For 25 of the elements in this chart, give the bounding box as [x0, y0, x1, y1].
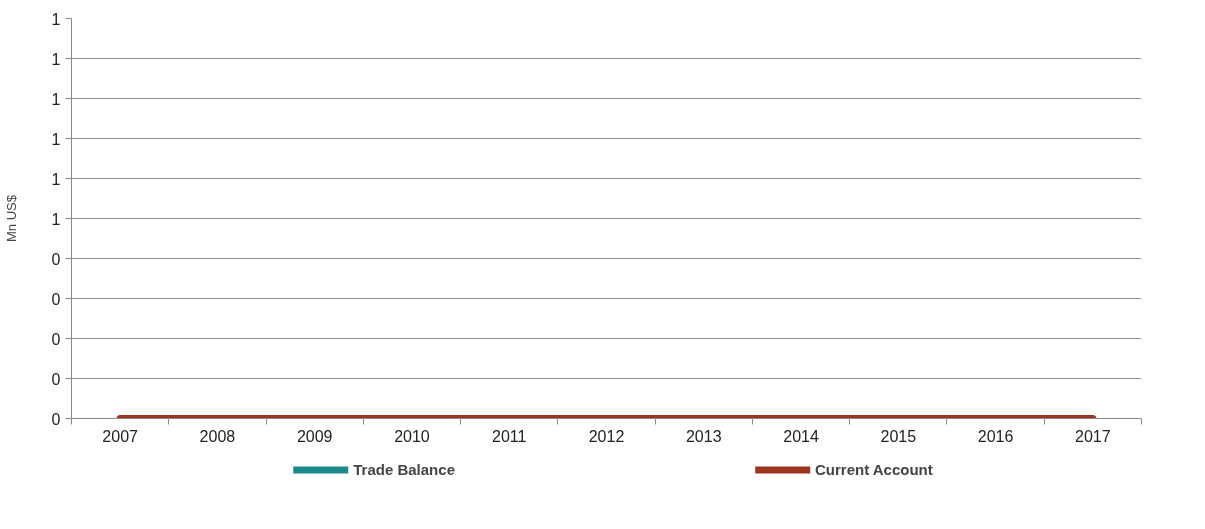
y-tick-label: 1	[51, 210, 61, 228]
y-tick-label: 1	[51, 130, 61, 148]
y-tick-label: 0	[51, 370, 61, 388]
y-tick-label: 0	[51, 250, 61, 268]
x-tick-label: 2011	[492, 427, 527, 445]
x-tick-label: 2015	[880, 427, 917, 445]
y-tick-label: 1	[51, 170, 61, 188]
legend-label: Trade Balance	[353, 460, 455, 478]
x-tick-label: 2009	[296, 427, 333, 445]
y-tick-label: 0	[51, 290, 61, 308]
x-tick-label: 2012	[588, 427, 625, 445]
legend-label: Current Account	[814, 460, 933, 478]
y-tick-label: 1	[51, 90, 61, 108]
x-tick-label: 2016	[977, 427, 1014, 445]
x-tick-label: 2014	[783, 427, 819, 445]
y-tick-label: 0	[51, 410, 61, 428]
x-tick-label: 2008	[199, 427, 236, 445]
y-tick-label: 0	[51, 330, 61, 348]
x-tick-label: 2013	[685, 427, 722, 445]
y-tick-label: 1	[51, 10, 61, 28]
x-tick-label: 2007	[102, 427, 139, 445]
x-tick-label: 2017	[1075, 427, 1111, 445]
y-axis-title: Mn US$	[3, 194, 19, 242]
x-tick-label: 2010	[394, 427, 430, 445]
y-tick-label: 1	[51, 50, 61, 68]
